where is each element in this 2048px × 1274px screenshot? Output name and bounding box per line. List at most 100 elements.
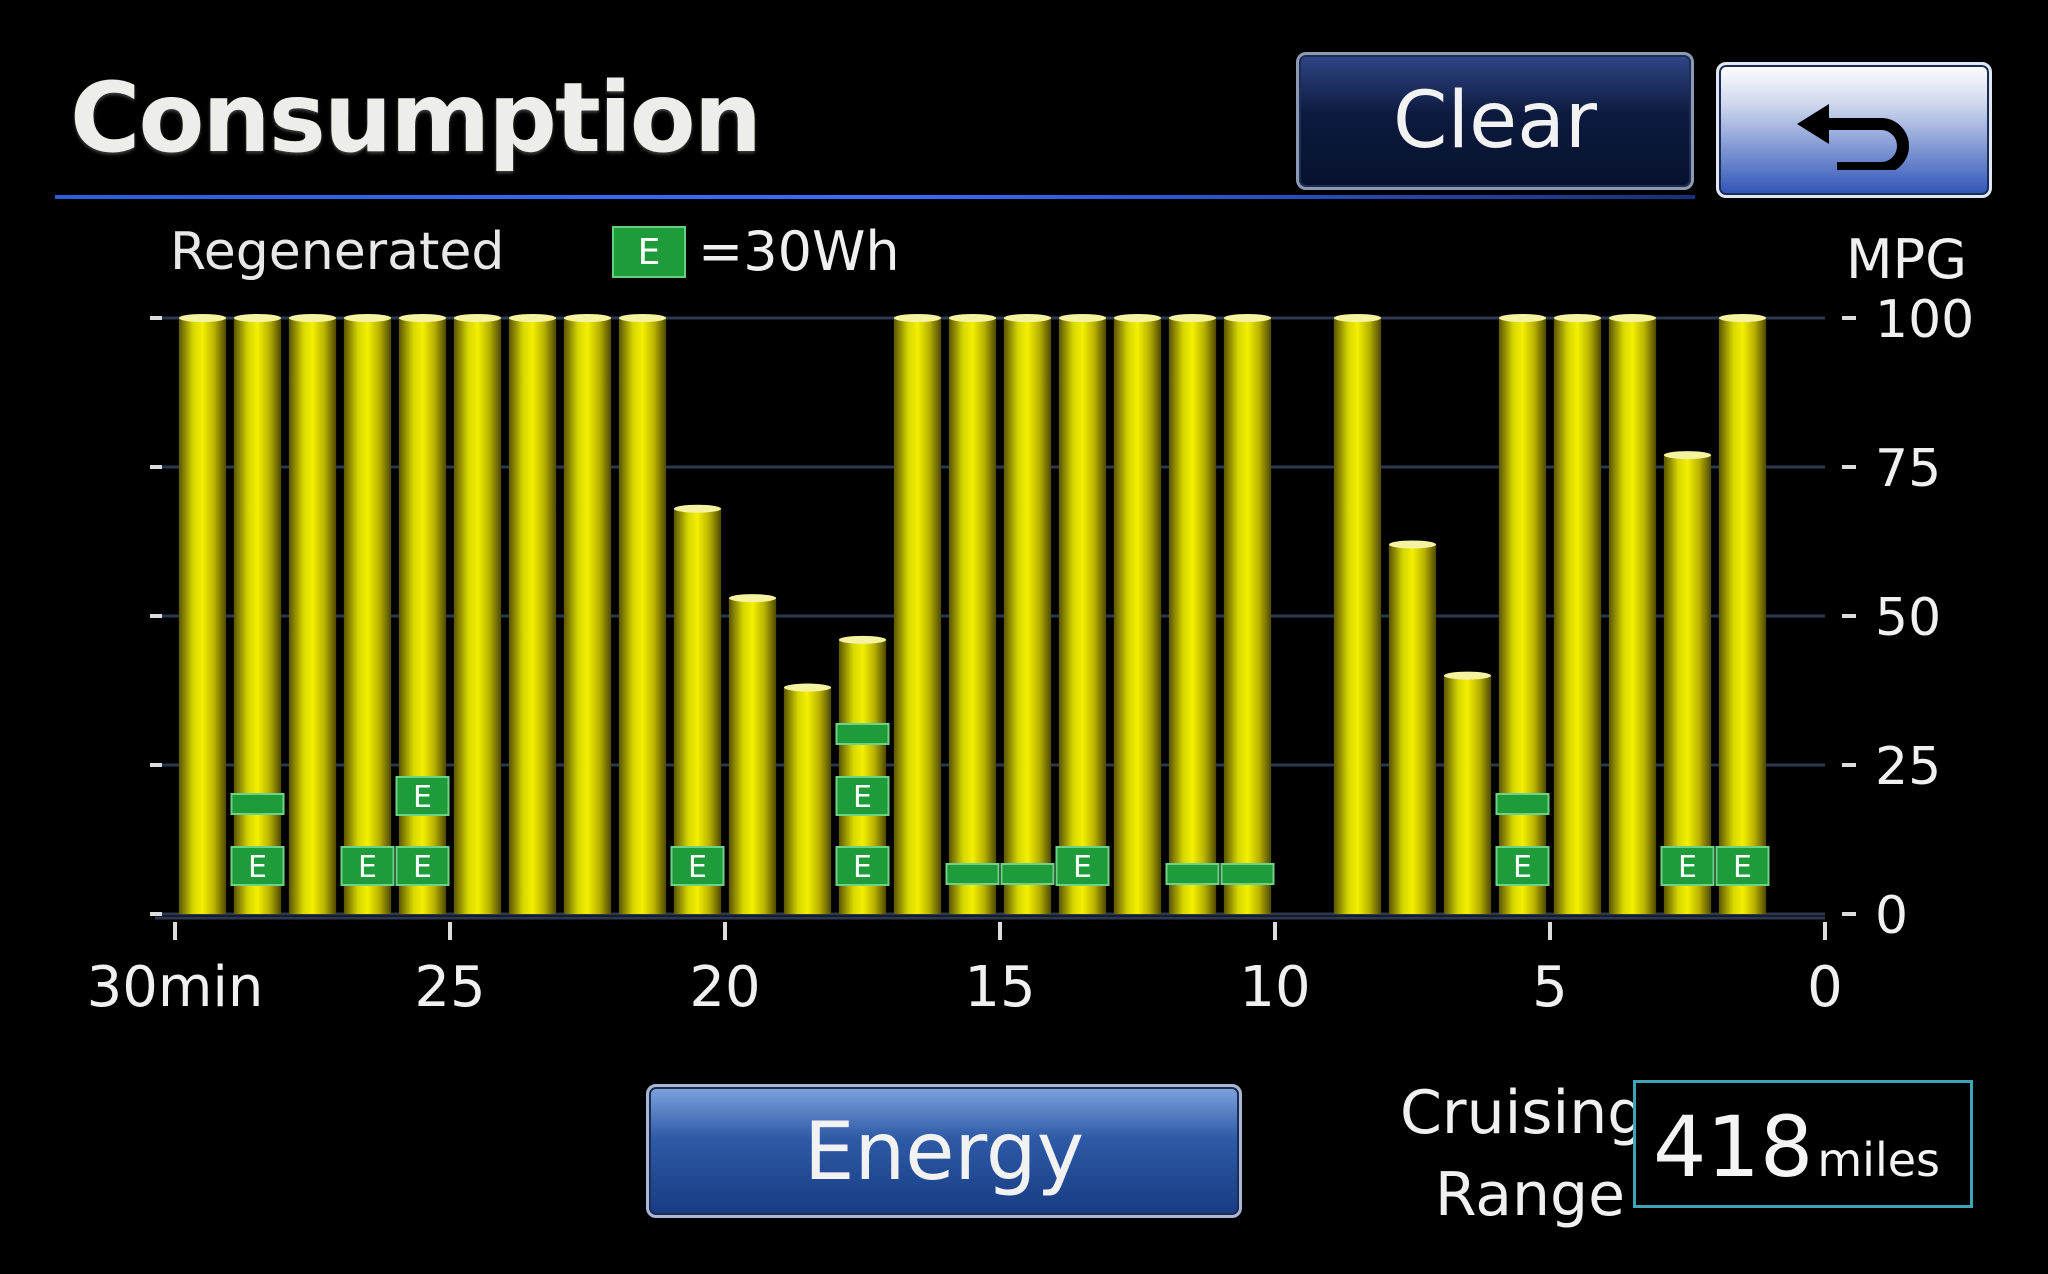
x-tick-label: 20 [689,955,760,1020]
x-tick-label: 5 [1532,955,1568,1020]
bar [1113,318,1162,914]
bar [1168,318,1217,914]
bar-cap [398,314,447,322]
regen-energy-half-box [1165,863,1220,885]
bar-cap [1498,314,1547,322]
bar-cap [893,314,942,322]
bar [398,318,447,914]
bar-cap [453,314,502,322]
regen-energy-label: E [1733,850,1752,885]
regen-energy-box [835,776,890,816]
x-tick-label: 0 [1807,955,1843,1020]
bar [1223,318,1272,914]
x-tick-label: 25 [414,955,485,1020]
back-button[interactable] [1716,62,1992,198]
regen-energy-box [395,776,450,816]
cruising-range-label: Cruising Range [1400,1072,1646,1236]
cruising-range-label-line2: Range [1434,1160,1625,1230]
cruising-range-value: 418 [1653,1098,1814,1196]
regen-energy-box [835,846,890,886]
regen-energy-label: E [1073,850,1092,885]
clear-button[interactable]: Clear [1296,52,1694,190]
x-tick-label: 30min [87,955,264,1020]
bar-cap [1168,314,1217,322]
bar-cap [1608,314,1657,322]
regen-energy-half-box [1220,863,1275,885]
bar-cap [948,314,997,322]
bar-cap [728,594,777,603]
cruising-range-display: 418 miles [1633,1080,1973,1208]
bar-cap [1443,671,1492,680]
bar [1003,318,1052,914]
regenerated-label: Regenerated [170,222,505,282]
bar [1498,318,1547,914]
bar-cap [783,683,832,692]
bar [178,318,227,914]
bar-cap [1663,451,1712,460]
bar [453,318,502,914]
regen-energy-half-box [945,863,1000,885]
regen-energy-half-box [1000,863,1055,885]
bar-cap [1003,314,1052,322]
energy-button[interactable]: Energy [646,1084,1242,1218]
bar [1333,318,1382,914]
bar-cap [1058,314,1107,322]
regen-energy-box [1660,846,1715,886]
bar [563,318,612,914]
cruising-range-unit: miles [1817,1133,1940,1187]
bar [618,318,667,914]
bar [1058,318,1107,914]
bar-cap [1553,314,1602,322]
bar [233,318,282,914]
x-tick-label: 10 [1239,955,1310,1020]
y-tick-label: 50 [1875,588,1941,648]
bar-cap [618,314,667,322]
bar [948,318,997,914]
bar [893,318,942,914]
regen-energy-half-box [835,723,890,745]
x-tick-label: 15 [964,955,1035,1020]
bar [1608,318,1657,914]
bar-cap [288,314,337,322]
bar-cap [1223,314,1272,322]
bar [288,318,337,914]
y-tick-label: 0 [1875,886,1908,946]
bar [343,318,392,914]
regen-energy-box [1715,846,1770,886]
y-axis-label: MPG [1846,228,1967,291]
bar [1553,318,1602,914]
bar [783,687,832,914]
regen-energy-box [1055,846,1110,886]
bar-cap [1113,314,1162,322]
bar-cap [1333,314,1382,322]
bar-cap [343,314,392,322]
y-tick-label: 25 [1875,737,1941,797]
regen-energy-label: E [1678,850,1697,885]
regen-energy-half-box [1495,793,1550,815]
bar-cap [1388,540,1437,549]
bar-cap [178,314,227,322]
regen-energy-label: E [358,850,377,885]
energy-unit-icon: E [612,226,686,278]
regen-energy-label: E [413,850,432,885]
page-title: Consumption [70,62,762,174]
bar-cap [233,314,282,322]
bar [1388,544,1437,914]
regen-energy-label: E [853,780,872,815]
regen-energy-half-box [230,793,285,815]
bar-cap [1718,314,1767,322]
regen-energy-box [340,846,395,886]
regen-energy-box [670,846,725,886]
regen-energy-label: E [688,850,707,885]
regen-energy-box [1495,846,1550,886]
cruising-range-label-line1: Cruising [1400,1078,1646,1148]
y-tick-label: 75 [1875,439,1941,499]
regen-energy-label: E [1513,850,1532,885]
regen-energy-label: E [248,850,267,885]
regen-energy-label: E [853,850,872,885]
regen-energy-box [230,846,285,886]
bar [1663,455,1712,914]
bar-cap [673,504,722,513]
bar-cap [838,635,887,644]
